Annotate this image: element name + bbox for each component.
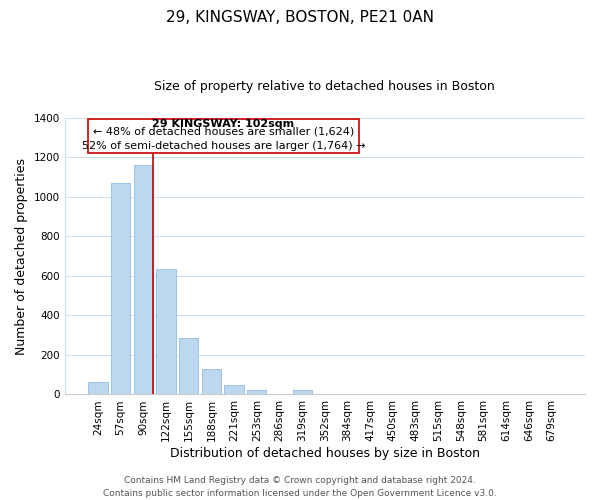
Bar [134,165,153,394]
Bar [88,382,107,394]
Y-axis label: Number of detached properties: Number of detached properties [15,158,28,354]
Bar [179,338,199,394]
Bar [293,390,312,394]
Bar [202,369,221,394]
X-axis label: Distribution of detached houses by size in Boston: Distribution of detached houses by size … [170,447,480,460]
Text: 52% of semi-detached houses are larger (1,764) →: 52% of semi-detached houses are larger (… [82,142,365,152]
Text: 29, KINGSWAY, BOSTON, PE21 0AN: 29, KINGSWAY, BOSTON, PE21 0AN [166,10,434,25]
Bar [157,269,176,394]
Text: ← 48% of detached houses are smaller (1,624): ← 48% of detached houses are smaller (1,… [92,126,354,136]
Bar [224,385,244,394]
Text: 29 KINGSWAY: 102sqm: 29 KINGSWAY: 102sqm [152,118,295,128]
Text: Contains HM Land Registry data © Crown copyright and database right 2024.
Contai: Contains HM Land Registry data © Crown c… [103,476,497,498]
Bar [247,390,266,394]
Bar [111,183,130,394]
Title: Size of property relative to detached houses in Boston: Size of property relative to detached ho… [154,80,495,93]
Bar [88,119,359,154]
